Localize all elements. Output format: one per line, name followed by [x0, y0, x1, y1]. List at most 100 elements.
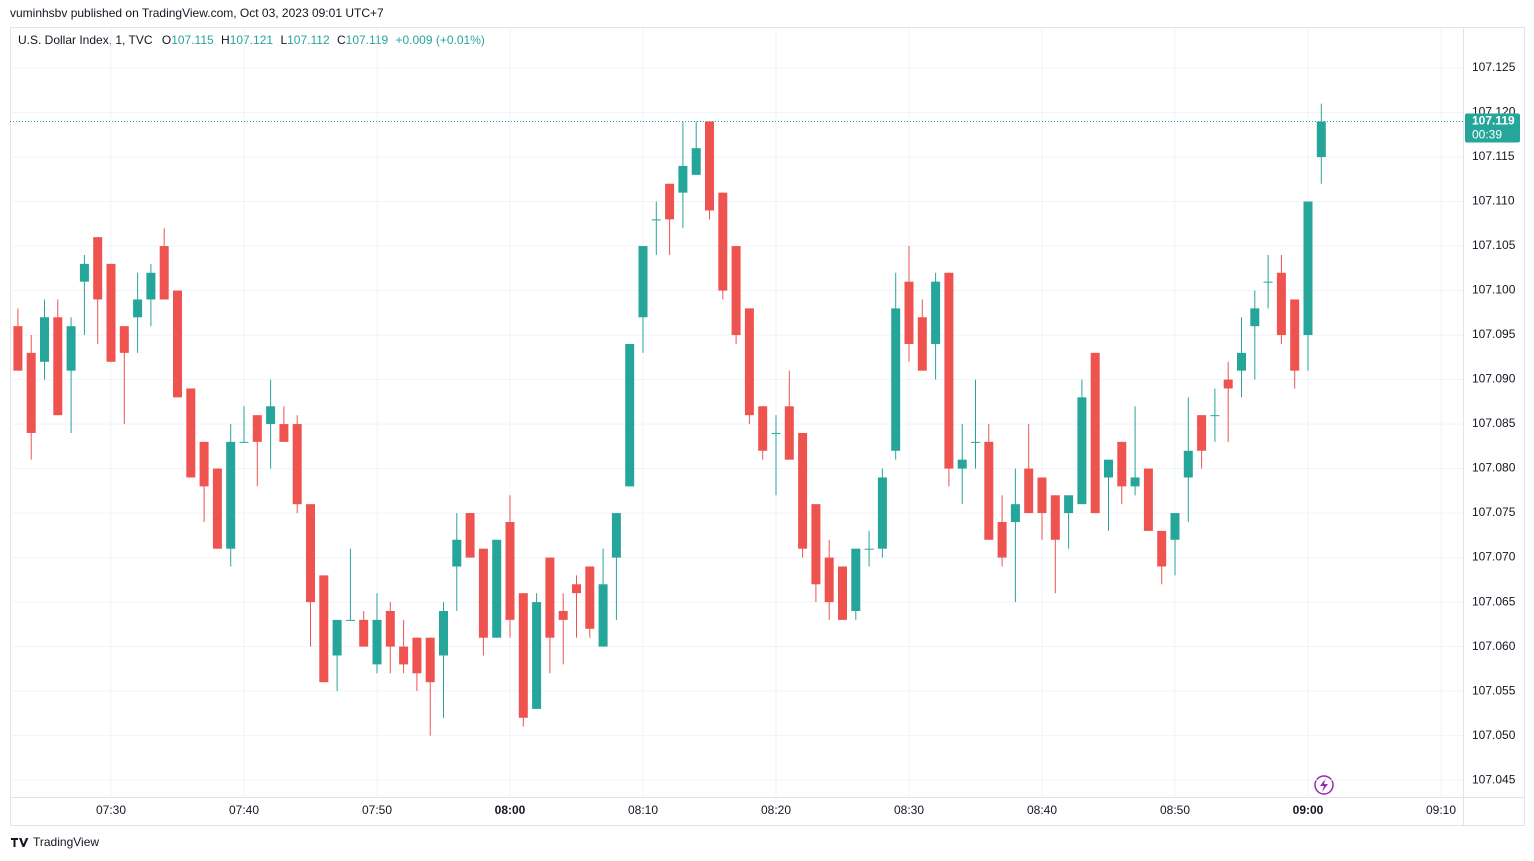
candle-body [811, 504, 821, 585]
close-value: 107.119 [346, 33, 389, 47]
candle-body [13, 326, 23, 371]
candle-body [133, 299, 143, 318]
y-tick-label: 107.080 [1472, 461, 1516, 475]
candle-body [665, 183, 675, 220]
candle-body [771, 432, 781, 434]
x-tick-label: 09:10 [1426, 803, 1456, 817]
candle-body [758, 406, 768, 451]
y-tick-label: 107.085 [1472, 416, 1516, 430]
candle-body [1037, 477, 1047, 514]
x-tick-label: 08:30 [894, 803, 924, 817]
chart-frame [10, 27, 1525, 826]
low-value: 107.112 [287, 33, 330, 47]
replay-icon[interactable] [1314, 775, 1334, 795]
candle-body [492, 539, 502, 638]
candle-body [558, 610, 568, 620]
candle-body [944, 272, 954, 469]
high-value: 107.121 [230, 33, 274, 47]
candle-body [1050, 495, 1060, 540]
candle-body [545, 557, 555, 638]
candle-body [611, 513, 621, 558]
candle-body [26, 352, 36, 433]
x-tick-label: 08:20 [761, 803, 791, 817]
candle-body [957, 459, 967, 469]
candle-body [505, 521, 515, 620]
candle-body [1223, 379, 1233, 389]
x-tick-label: 08:10 [628, 803, 658, 817]
candle-body [984, 441, 994, 540]
candle-body [572, 584, 581, 594]
candle-body [306, 504, 315, 603]
candle-body [412, 637, 422, 674]
candle-body [1263, 281, 1273, 283]
y-tick-label: 107.075 [1472, 505, 1516, 519]
candle-body [1276, 272, 1286, 336]
candle-body [784, 406, 794, 460]
candle-body [1024, 468, 1034, 514]
candle-body [239, 441, 249, 443]
x-tick-label: 07:30 [96, 803, 126, 817]
candle-body [851, 548, 861, 611]
candle-body [332, 619, 342, 656]
y-tick-label: 107.060 [1472, 639, 1516, 653]
change-value: +0.009 (+0.01%) [395, 33, 484, 47]
candle-body [1143, 468, 1153, 531]
candle-body [891, 308, 901, 451]
candle-body [904, 281, 914, 344]
candle-body [292, 424, 302, 505]
legend-title: U.S. Dollar Index, 1, TVC [18, 33, 153, 47]
candle-body [1290, 299, 1300, 371]
candle-body [279, 424, 289, 442]
candle-body [1197, 415, 1207, 451]
candle-body [53, 317, 63, 416]
y-tick-label: 107.070 [1472, 550, 1516, 564]
candle-body [585, 566, 595, 629]
y-tick-label: 107.125 [1472, 60, 1516, 74]
brand-name: TradingView [33, 835, 99, 849]
last-price-box [1465, 113, 1520, 143]
candle-body [1316, 121, 1326, 158]
candle-body [877, 477, 887, 549]
candle-body [425, 637, 435, 683]
candle-body [638, 246, 648, 318]
candle-body [1157, 530, 1167, 567]
candle-body [1170, 513, 1180, 540]
candle-body [159, 246, 169, 300]
candle-body [186, 388, 196, 478]
candle-body [651, 219, 661, 221]
y-tick-label: 107.065 [1472, 594, 1516, 608]
candle-body [691, 148, 701, 175]
candle-body [917, 317, 927, 371]
x-tick-label: 08:00 [495, 803, 526, 817]
open-value: 107.115 [171, 33, 214, 47]
candle-body [146, 272, 156, 300]
candle-body [838, 566, 847, 620]
candle-body [518, 593, 528, 718]
y-tick-label: 107.100 [1472, 283, 1516, 297]
candle-body [372, 619, 382, 665]
candle-body [385, 610, 395, 647]
candle-body [864, 548, 874, 550]
candle-body [106, 263, 116, 362]
candle-body [40, 317, 49, 362]
y-tick-label: 107.115 [1472, 149, 1515, 163]
x-tick-label: 07:40 [229, 803, 259, 817]
x-tick-label: 07:50 [362, 803, 392, 817]
candle-body [79, 263, 89, 282]
y-tick-label: 107.090 [1472, 372, 1516, 386]
x-tick-label: 08:40 [1027, 803, 1057, 817]
countdown-label: 00:39 [1472, 128, 1502, 142]
candle-body [1250, 308, 1260, 327]
candle-body [452, 539, 462, 567]
close-label: C [337, 33, 346, 47]
candle-body [319, 575, 329, 683]
high-label: H [221, 33, 230, 47]
candle-body [1183, 450, 1193, 478]
candle-body [1090, 352, 1100, 514]
candle-body [212, 468, 222, 549]
last-price-label: 107.119 [1472, 114, 1515, 128]
y-tick-label: 107.055 [1472, 683, 1516, 697]
candle-body [173, 290, 182, 398]
candle-body [345, 619, 355, 621]
